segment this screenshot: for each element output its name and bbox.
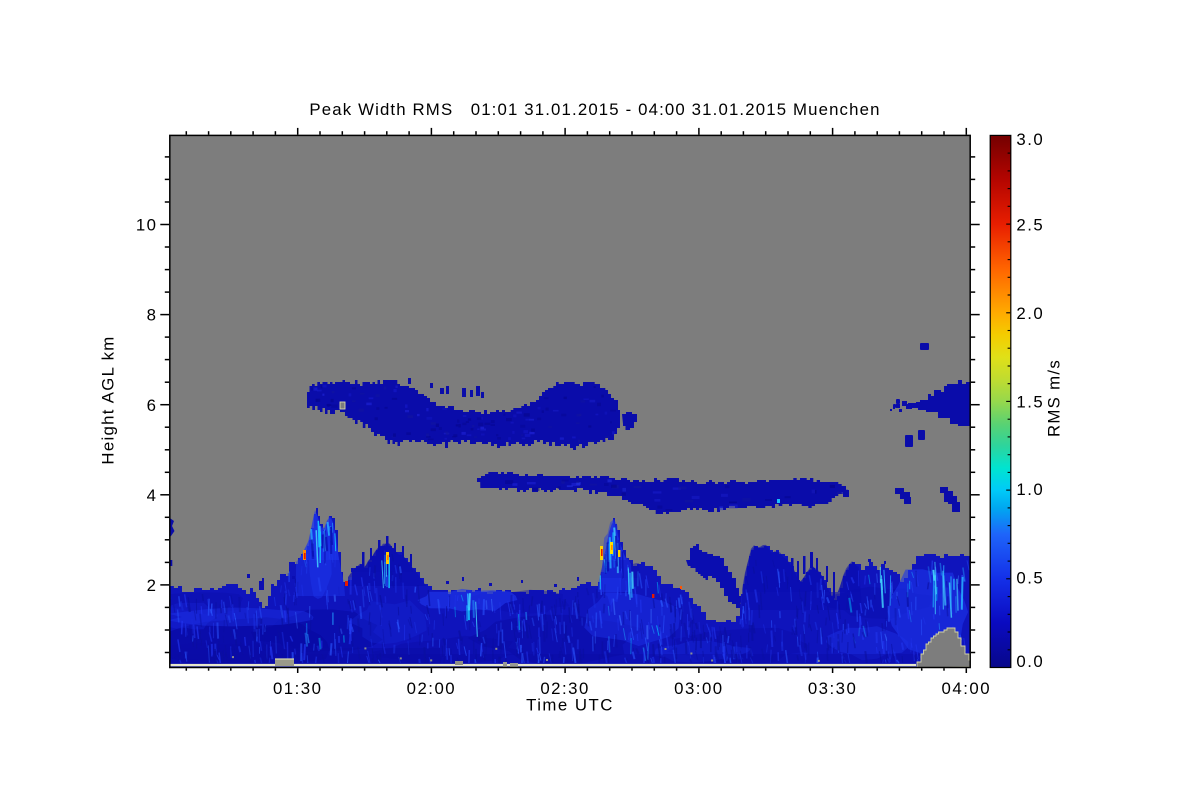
svg-text:1.0: 1.0 <box>1016 480 1044 499</box>
svg-text:6: 6 <box>147 396 158 415</box>
svg-text:Peak Width RMS 01:01 31.01.2: Peak Width RMS 01:01 31.01.2015 - 04:00 … <box>309 100 880 119</box>
svg-text:RMS m/s: RMS m/s <box>1045 359 1064 437</box>
svg-text:8: 8 <box>147 306 158 325</box>
svg-text:02:00: 02:00 <box>407 679 457 698</box>
svg-text:2.5: 2.5 <box>1016 215 1044 234</box>
svg-text:Time UTC: Time UTC <box>526 695 614 714</box>
svg-text:4: 4 <box>147 486 158 505</box>
svg-text:03:00: 03:00 <box>674 679 724 698</box>
svg-text:01:30: 01:30 <box>273 679 323 698</box>
svg-text:0.0: 0.0 <box>1016 652 1044 671</box>
svg-text:3.0: 3.0 <box>1016 130 1044 149</box>
svg-text:03:30: 03:30 <box>808 679 858 698</box>
svg-text:02:30: 02:30 <box>540 679 590 698</box>
svg-text:0.5: 0.5 <box>1016 568 1044 587</box>
svg-text:Height AGL km: Height AGL km <box>99 335 118 464</box>
svg-text:1.5: 1.5 <box>1016 393 1044 412</box>
svg-text:04:00: 04:00 <box>942 679 992 698</box>
svg-text:2: 2 <box>147 576 158 595</box>
svg-text:2.0: 2.0 <box>1016 304 1044 323</box>
svg-text:10: 10 <box>136 216 158 235</box>
